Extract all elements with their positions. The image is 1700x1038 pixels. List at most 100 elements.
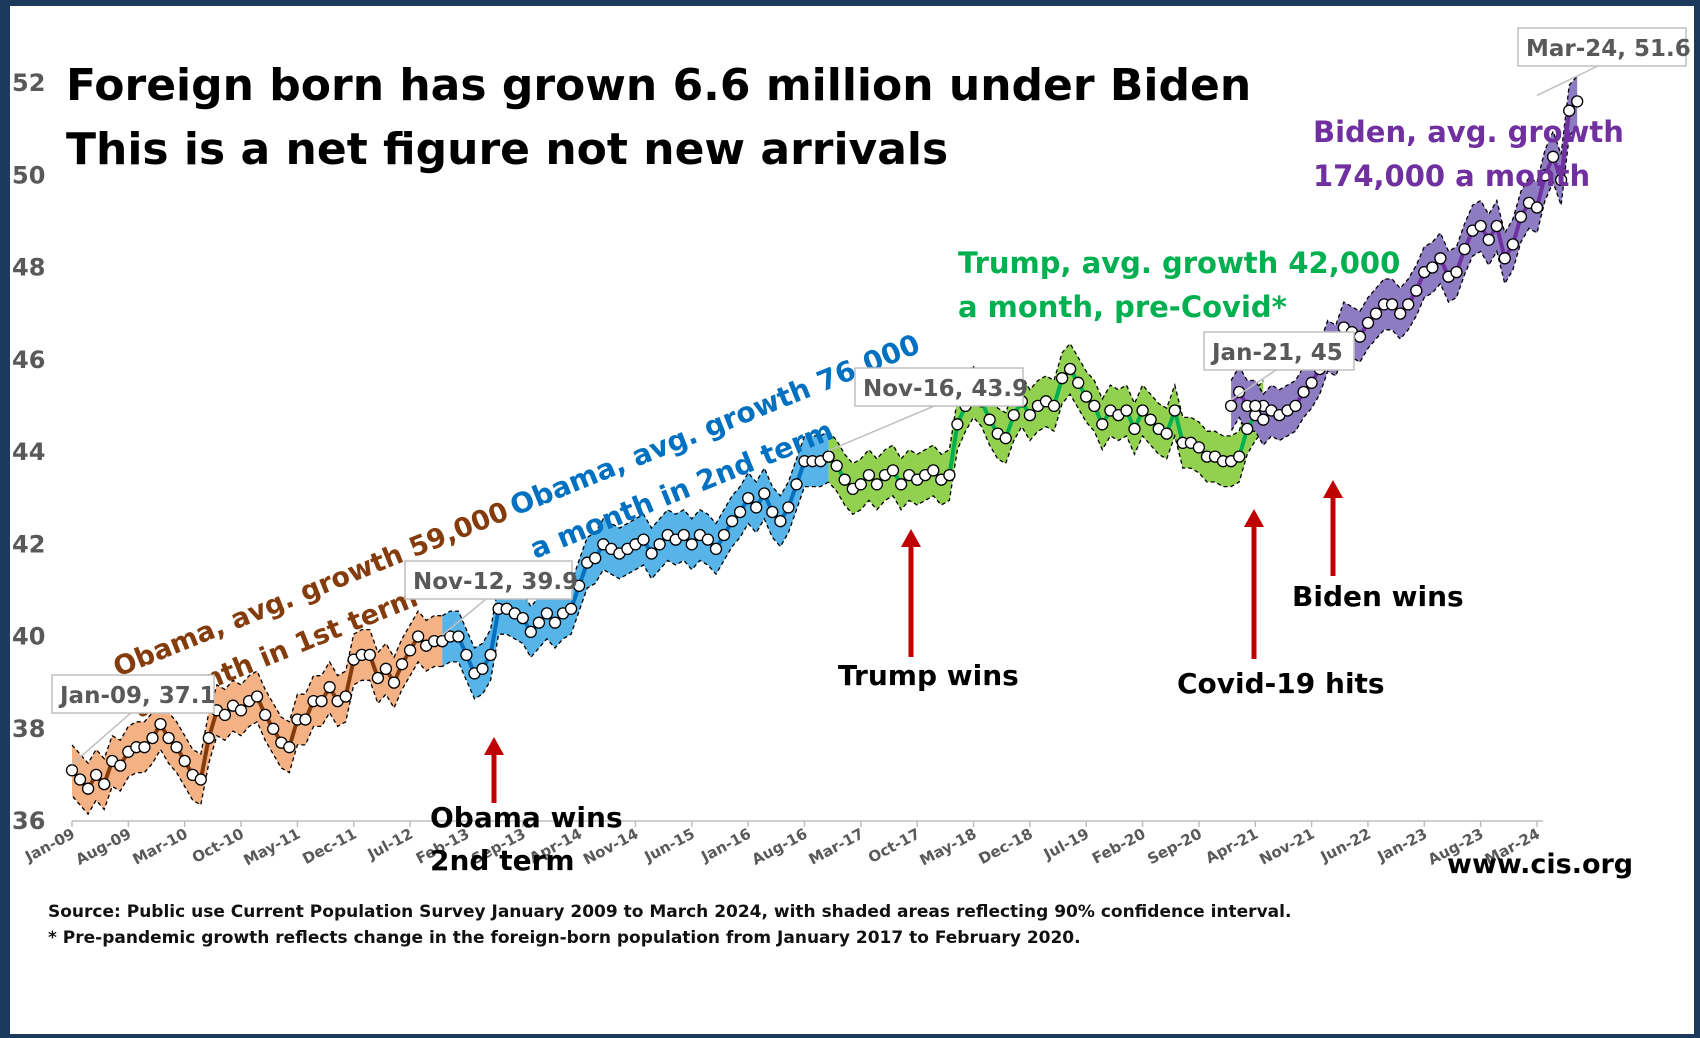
callout-leader [1536,63,1603,97]
data-point [822,450,835,463]
biden-term-note: 174,000 a month [1313,159,1590,193]
data-point [98,777,111,791]
x-tick-label: Jul-19 [1040,825,1092,864]
x-tick-label: Sep-20 [1144,825,1204,869]
data-point [1023,408,1037,422]
site-url: www.cis.org [1447,849,1633,880]
data-point [1385,298,1399,311]
callout-label-jan21: Jan-21, 45 [1210,340,1343,366]
data-point [548,616,562,629]
data-point [259,708,272,722]
x-tick-label: Nov-21 [1256,825,1317,869]
data-point [1554,173,1568,187]
event-label-trump-wins: Trump wins [838,659,1019,692]
data-point [283,741,296,754]
y-tick-label: 40 [12,623,45,651]
data-point [89,768,103,782]
data-point [516,611,529,625]
data-point [476,662,489,675]
callout-box [404,560,573,600]
data-point [65,764,79,777]
data-point [1072,376,1085,389]
y-tick-label: 42 [12,530,45,558]
data-point [1233,385,1246,399]
data-point [1458,242,1471,256]
event-label-obama-wins: 2nd term [430,844,575,877]
data-point [339,690,352,703]
data-point [983,413,996,426]
event-label-obama-wins: Obama wins [430,801,623,834]
data-point [951,418,964,431]
biden-term-note: Biden, avg. growth [1313,115,1624,149]
data-point [1160,427,1173,440]
chart-subtitle: This is a net figure not new arrivals [66,124,948,175]
data-point [1563,104,1576,117]
data-point [830,459,843,472]
callout-leader [71,710,134,765]
data-point [894,478,908,491]
event-label-covid-hits: Covid-19 hits [1177,667,1385,700]
callout-box [1203,331,1355,371]
band-lower-edge [441,481,829,700]
data-point [178,754,191,768]
y-tick-label: 52 [12,69,45,97]
data-point [202,731,215,745]
data-point [1063,362,1077,376]
data-point [1192,441,1206,454]
x-tick-label: May-18 [917,825,980,870]
chart-title: Foreign born has grown 6.6 million under… [66,60,1251,111]
x-tick-label: Feb-20 [1089,825,1148,868]
data-point [267,722,280,735]
data-point [1080,390,1093,403]
data-point [653,538,666,551]
data-point [1096,418,1109,431]
data-point [742,491,755,505]
data-point [234,704,248,717]
data-point [1530,201,1544,214]
data-point [645,547,658,560]
data-point [1297,385,1310,399]
x-tick-label: Jan-16 [697,825,754,866]
data-point [790,478,803,491]
data-point [1571,95,1584,108]
x-tick-label: Mar-17 [806,825,867,869]
data-point [572,579,586,592]
source-note: Source: Public use Current Population Su… [48,902,1292,922]
data-point [1305,376,1318,389]
data-point [1434,252,1447,265]
data-point [73,773,87,786]
y-tick-label: 44 [12,438,45,466]
y-tick-label: 46 [12,346,45,374]
data-point [1088,399,1101,413]
data-point [371,671,385,685]
data-point [1233,450,1246,463]
data-point [540,607,554,620]
callout-leader [441,596,489,636]
data-point [750,501,763,514]
data-point [774,515,787,528]
x-tick-label: Jan-23 [1374,825,1431,866]
data-point [677,528,690,542]
x-tick-label: Jun-15 [641,825,698,867]
data-point [363,648,376,662]
callout-leader [1230,367,1280,401]
y-tick-label: 50 [12,161,45,189]
arrow-obama-wins-head [484,737,504,755]
data-point [460,648,473,662]
arrow-biden-wins-head [1323,480,1343,498]
data-point [927,464,940,477]
band-lower-edge [71,660,443,816]
data-point [862,468,876,482]
data-point [194,773,207,786]
data-point [870,478,884,491]
data-point [1257,413,1270,426]
data-point [1402,298,1415,311]
data-point [1426,261,1439,274]
data-point [1410,284,1423,297]
data-point [782,501,795,514]
data-point [999,432,1012,445]
data-point [323,681,336,694]
x-tick-label: May-11 [241,825,304,870]
data-point [838,473,851,486]
